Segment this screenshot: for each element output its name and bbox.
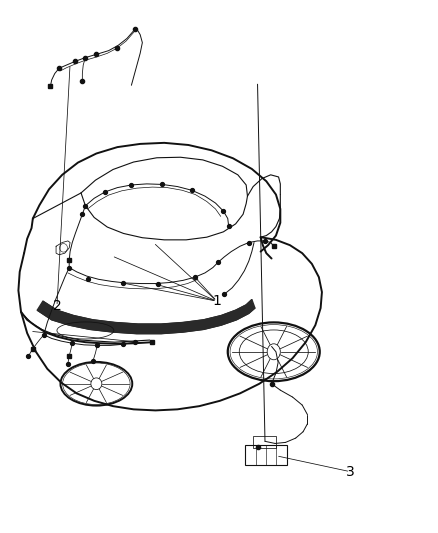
- Text: 2: 2: [53, 300, 61, 313]
- Bar: [245, 445, 287, 465]
- Ellipse shape: [91, 378, 102, 390]
- Bar: [253, 436, 276, 448]
- Text: 1: 1: [212, 294, 221, 308]
- Ellipse shape: [267, 344, 280, 360]
- Text: 3: 3: [346, 465, 355, 479]
- Polygon shape: [37, 300, 255, 334]
